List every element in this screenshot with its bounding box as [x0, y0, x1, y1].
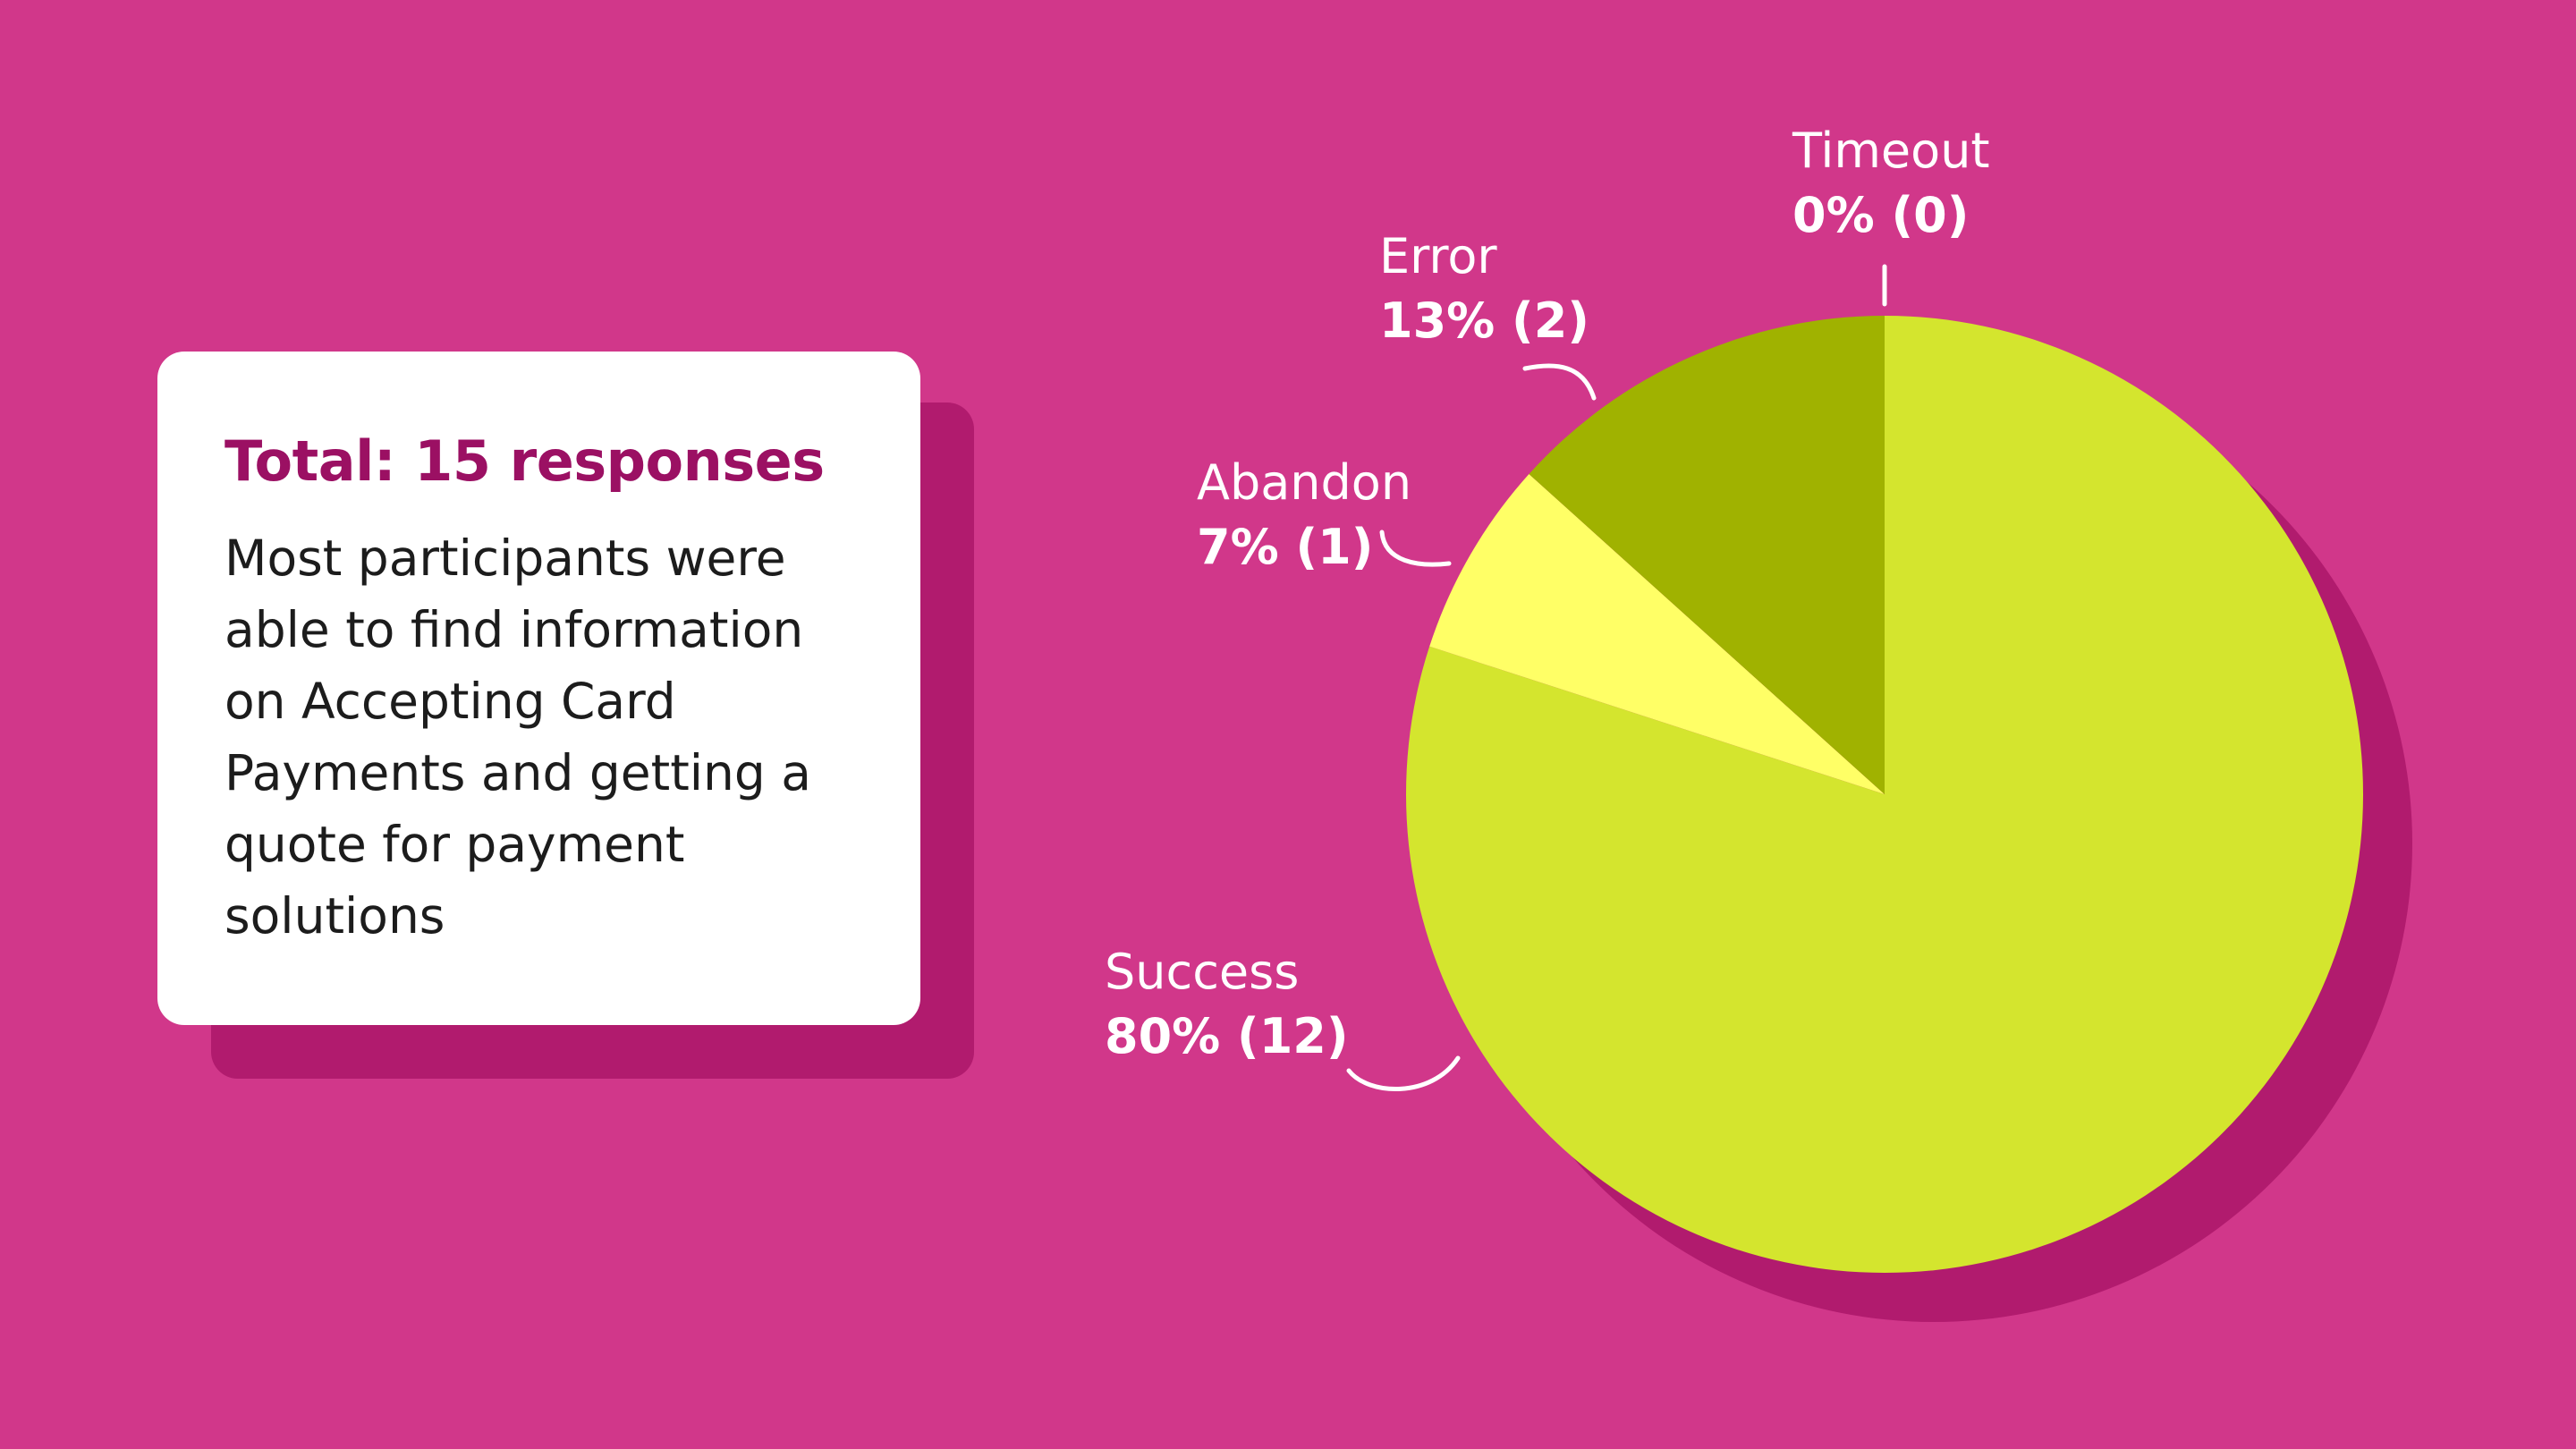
pie-slice-error [1529, 316, 1885, 794]
summary-text: Most participants were able to find info… [225, 530, 811, 945]
abandon-label: Abandon [1197, 454, 1411, 511]
error-label: Error [1379, 228, 1497, 284]
error-connector [1522, 363, 1597, 401]
error-value: 13% (2) [1379, 292, 1589, 349]
pie-slice-abandon [1429, 474, 1885, 794]
success-connector [1346, 1055, 1461, 1092]
pie-slices [1406, 316, 2363, 1274]
success-value: 80% (12) [1105, 1008, 1349, 1064]
timeout-label: Timeout [1792, 123, 1990, 179]
summary-card: Total: 15 responses Most participants we… [157, 352, 920, 1025]
summary-title: Total: 15 responses [225, 428, 825, 494]
abandon-value: 7% (1) [1197, 519, 1373, 575]
abandon-connector [1379, 530, 1452, 567]
pie-slice-success [1406, 316, 2363, 1274]
timeout-value: 0% (0) [1792, 187, 1969, 243]
success-label: Success [1105, 944, 1299, 1000]
